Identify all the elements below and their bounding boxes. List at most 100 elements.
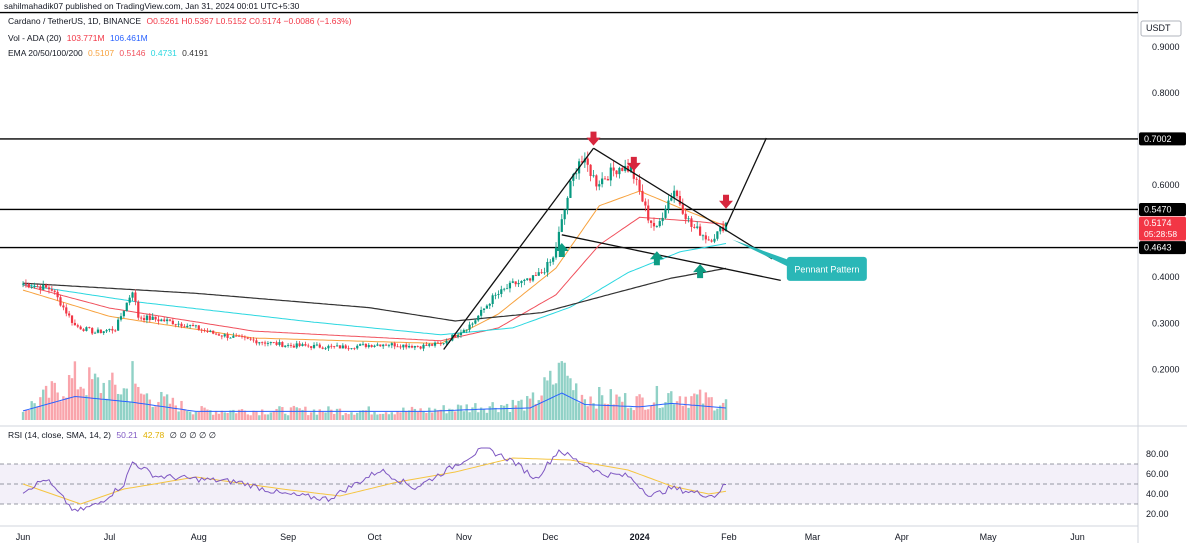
time-tick-label: Jul xyxy=(104,532,116,542)
candle-body xyxy=(70,315,74,323)
volume-bar xyxy=(111,372,114,420)
candle-body xyxy=(263,342,267,344)
rsi-label: RSI (14, close, SMA, 14, 2) xyxy=(8,430,111,440)
volume-bar xyxy=(580,394,584,420)
volume-bar xyxy=(609,389,612,420)
candle-body xyxy=(382,344,385,347)
volume-legend[interactable]: Vol - ADA (20) 103.771M 106.461M xyxy=(8,33,151,43)
volume-bar xyxy=(589,396,592,420)
price-badge xyxy=(1139,241,1186,255)
volume-bar xyxy=(298,408,301,420)
candle-body xyxy=(292,345,295,348)
candle-body xyxy=(563,209,566,220)
volume-bar xyxy=(258,415,261,420)
candle-body xyxy=(307,345,310,347)
symbol-legend[interactable]: Cardano / TetherUS, 1D, BINANCE O0.5261 … xyxy=(8,16,355,26)
candle-body xyxy=(68,313,71,316)
volume-bar xyxy=(465,404,468,420)
volume-bar xyxy=(537,400,540,420)
candle-body xyxy=(572,174,575,181)
candle-body xyxy=(618,167,621,175)
volume-bar xyxy=(53,382,56,420)
candle-body xyxy=(612,167,615,171)
volume-bar xyxy=(442,405,445,420)
candle-body xyxy=(557,231,561,248)
volume-bar xyxy=(390,412,394,420)
candle-body xyxy=(209,330,212,332)
volume-bar xyxy=(307,415,310,420)
candle-body xyxy=(174,324,177,326)
ema200-line xyxy=(22,267,727,322)
trendline xyxy=(561,234,781,282)
volume-bar xyxy=(324,412,327,420)
candle-body xyxy=(480,309,483,316)
volume-bar xyxy=(710,397,713,420)
volume-bar xyxy=(237,409,241,420)
volume-bar xyxy=(73,361,77,420)
price-badge xyxy=(1139,216,1186,241)
candle-body xyxy=(442,343,445,345)
volume-bar xyxy=(50,381,54,420)
volume-bar xyxy=(56,392,59,420)
volume-bar xyxy=(209,410,212,420)
candle-body xyxy=(696,226,699,228)
volume-bar xyxy=(413,408,417,420)
up-arrow xyxy=(554,242,569,257)
rsi-tick-label: 60.00 xyxy=(1146,469,1169,479)
candle-body xyxy=(626,165,630,172)
candle-body xyxy=(134,292,137,302)
candle-body xyxy=(295,343,298,348)
candle-body xyxy=(413,346,416,348)
volume-bar xyxy=(335,408,339,420)
candle-body xyxy=(315,344,319,346)
volume-bar xyxy=(655,385,659,420)
time-tick-label: Aug xyxy=(191,532,207,542)
candle-body xyxy=(327,345,330,349)
volume-bar xyxy=(445,413,448,420)
volume-bar xyxy=(286,415,290,420)
volume-bar xyxy=(387,414,391,420)
volume-bar xyxy=(511,399,515,420)
volume-bar xyxy=(621,401,624,420)
volume-bar xyxy=(606,404,610,420)
candle-body xyxy=(635,178,638,180)
candle-body xyxy=(240,335,244,337)
candle-body xyxy=(223,334,226,337)
candle-body xyxy=(716,231,719,239)
candle-body xyxy=(546,261,549,273)
callout-pointer xyxy=(731,239,797,271)
volume-bar xyxy=(592,403,595,420)
volume-bar xyxy=(295,407,298,420)
candle-body xyxy=(203,330,206,331)
volume-bar xyxy=(263,414,267,420)
volume-bar xyxy=(433,408,437,420)
volume-bar xyxy=(304,406,307,420)
candle-body xyxy=(24,283,28,285)
candle-body xyxy=(304,344,307,346)
candle-body xyxy=(214,333,218,335)
candle-body xyxy=(543,272,546,274)
volume-bar xyxy=(203,407,206,420)
candle-body xyxy=(373,345,376,347)
volume-bar xyxy=(186,411,189,420)
volume-bar xyxy=(557,362,561,420)
candle-body xyxy=(710,240,713,242)
volume-bar xyxy=(361,410,365,420)
volume-bar xyxy=(67,375,71,420)
candle-body xyxy=(180,323,183,327)
ema-legend[interactable]: EMA 20/50/100/200 0.5107 0.5146 0.4731 0… xyxy=(8,48,211,58)
candle-body xyxy=(238,335,241,337)
candle-body xyxy=(289,344,293,346)
candle-body xyxy=(93,332,97,334)
volume-bar xyxy=(347,414,350,420)
volume-bar xyxy=(214,410,218,420)
candle-body xyxy=(73,322,77,326)
volume-bar xyxy=(658,407,661,420)
rsi-legend[interactable]: RSI (14, close, SMA, 14, 2) 50.21 42.78 … xyxy=(8,430,219,441)
candle-body xyxy=(186,325,189,328)
volume-bar xyxy=(350,412,353,420)
volume-bar xyxy=(615,394,618,420)
candle-body xyxy=(330,345,333,347)
candle-body xyxy=(76,325,79,327)
